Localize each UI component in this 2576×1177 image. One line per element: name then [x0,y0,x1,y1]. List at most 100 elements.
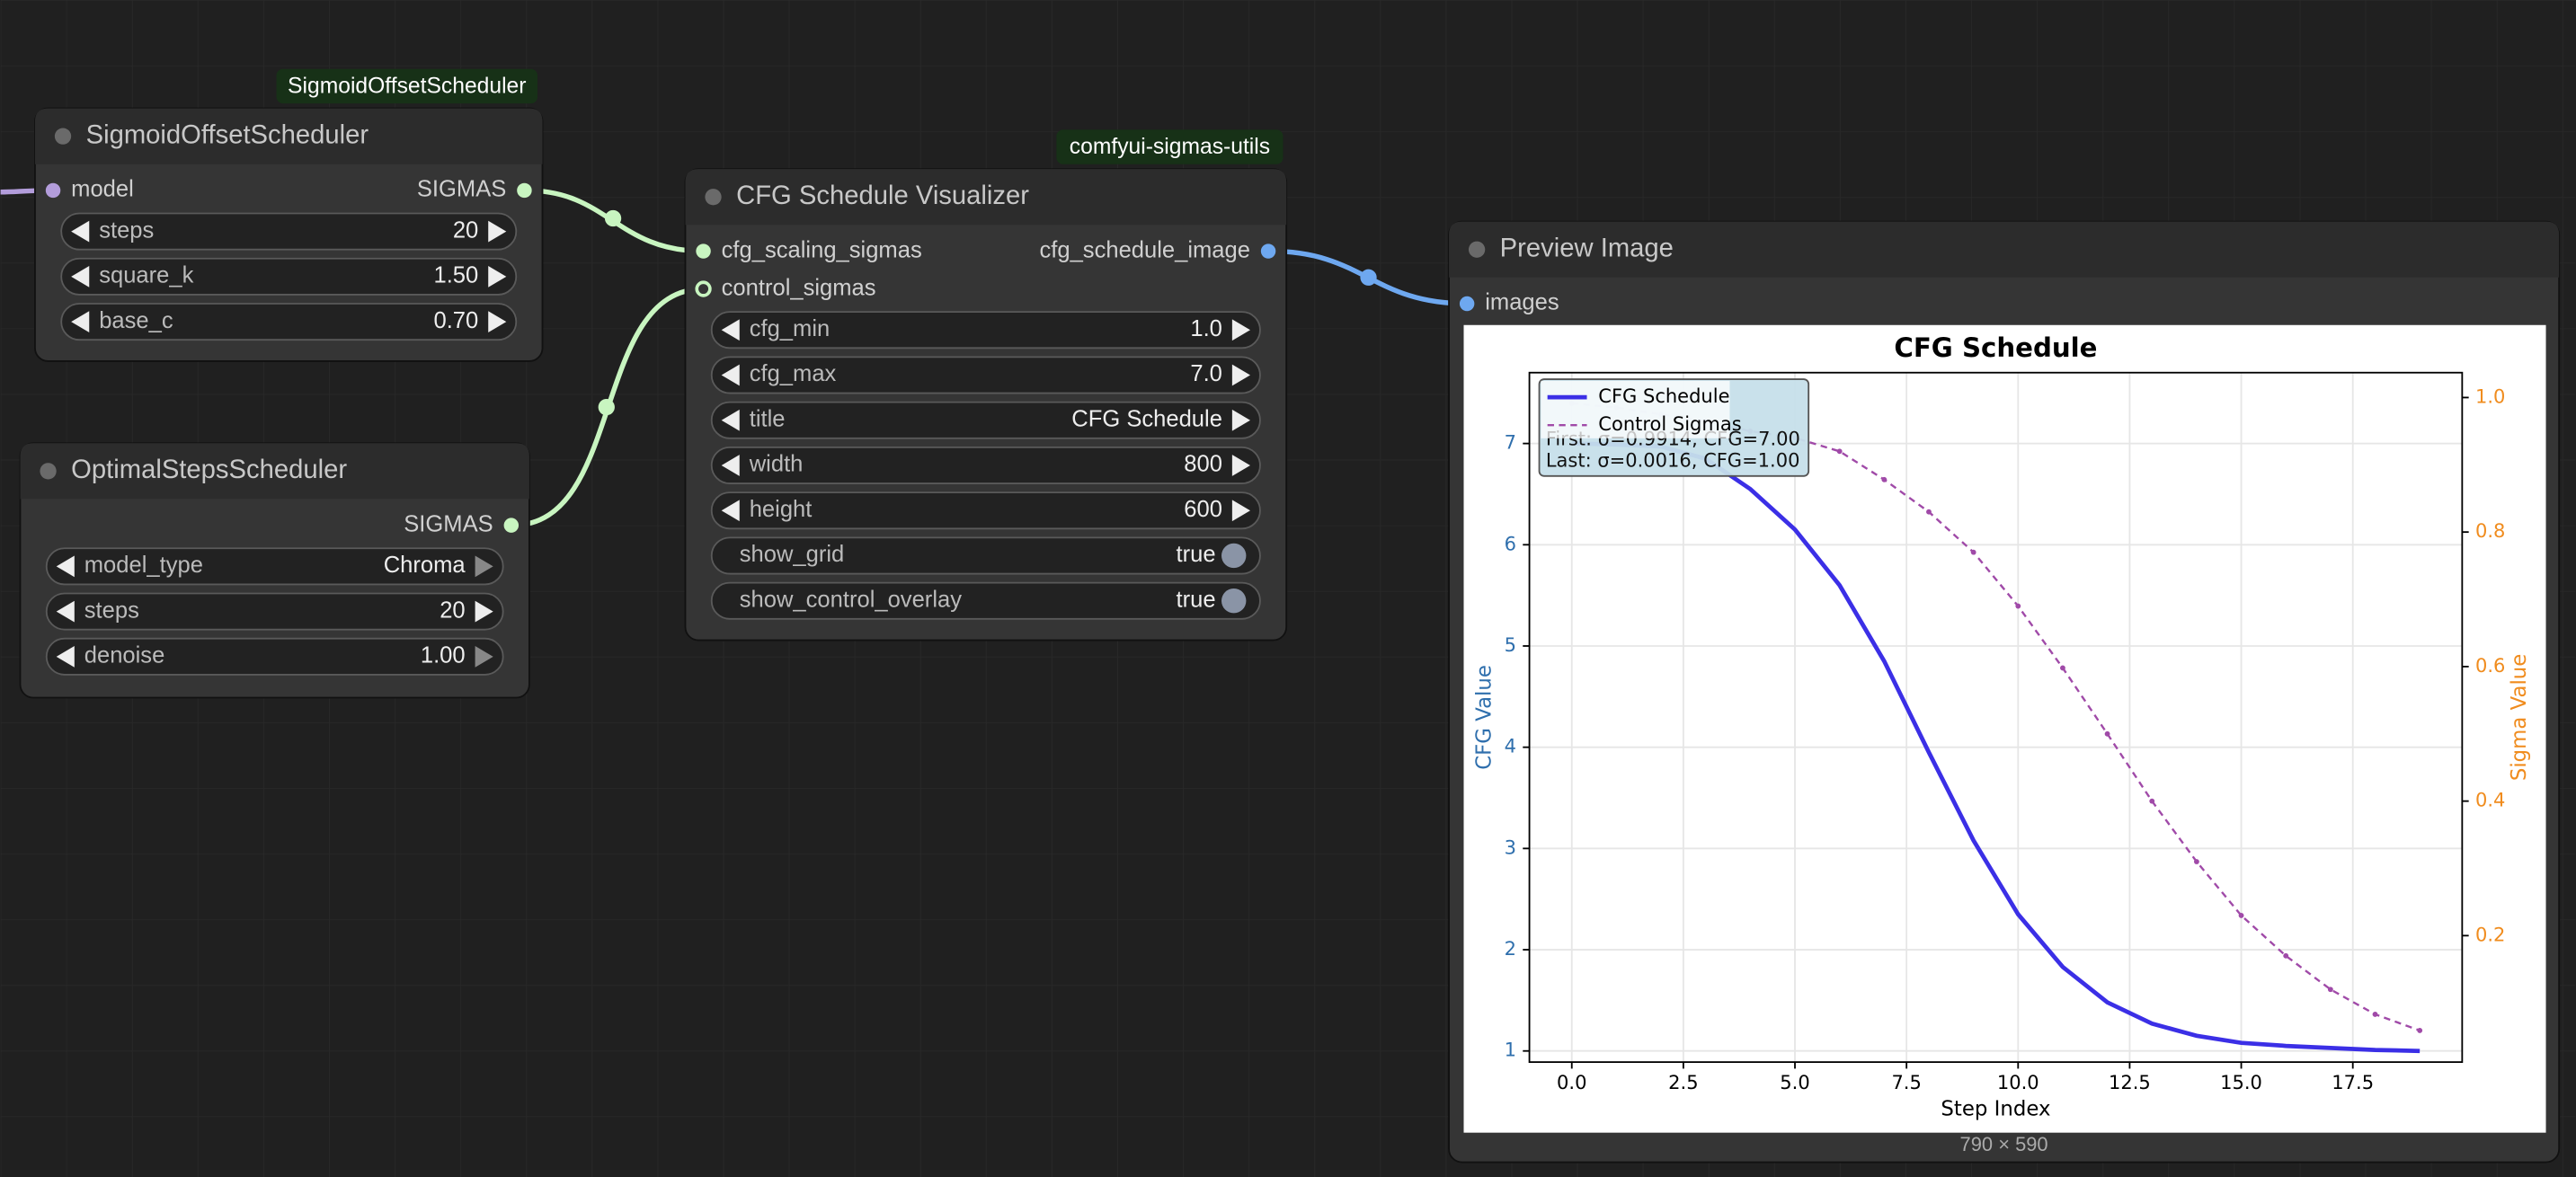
arrow-left[interactable] [56,600,75,623]
widget[interactable] [710,311,1261,350]
arrow-left[interactable] [721,455,740,476]
widget[interactable] [60,257,518,296]
point [1970,549,1976,555]
widget[interactable] [710,581,1261,620]
x-tick-label: 15.0 [2220,1071,2262,1093]
y2-tick-label: 1.0 [2475,385,2505,407]
link-dot[interactable] [1360,269,1377,286]
widget-value: Chroma [384,553,466,578]
arrow-right[interactable] [1231,319,1250,341]
x-tick-label: 0.0 [1557,1071,1586,1093]
arrow-left[interactable] [71,220,90,243]
collapse-dot[interactable] [54,128,72,145]
arrow-left[interactable] [56,555,75,578]
widget[interactable] [710,356,1261,394]
x-tick-label: 7.5 [1891,1071,1921,1093]
input-label: control_sigmas [722,275,876,300]
arrow-right[interactable] [475,645,493,668]
input-slot[interactable] [696,243,711,259]
point [2372,1012,2378,1017]
widget-name: steps [84,597,139,623]
arrow-right[interactable] [488,220,507,243]
widget[interactable] [710,446,1261,484]
arrow-right[interactable] [475,555,493,578]
node-title-bar[interactable] [1449,221,2560,278]
y2-axis-label: Sigma Value [2508,654,2531,781]
arrow-right[interactable] [488,311,507,332]
y-tick-label: 7 [1505,431,1516,454]
point [2417,1027,2423,1033]
node-title-bar[interactable] [20,443,529,500]
arrow-right[interactable] [1231,364,1250,386]
widget-value: 1.0 [1190,316,1222,341]
widget[interactable] [45,637,504,676]
x-tick-label: 12.5 [2109,1071,2151,1093]
links [0,188,1468,528]
node-title-bar[interactable] [34,108,543,164]
collapse-dot[interactable] [40,463,57,480]
toggle[interactable] [1221,588,1247,614]
widget-value: 20 [440,597,465,623]
x-tick-label: 10.0 [1997,1071,2039,1093]
widget-value: 1.00 [421,643,466,668]
widget[interactable] [45,592,504,631]
widget-value: CFG Schedule [1071,406,1222,431]
toggle[interactable] [1221,543,1247,569]
y2-tick-label: 0.6 [2475,654,2505,677]
node-title: Preview Image [1500,234,1674,262]
x-tick-label: 5.0 [1780,1071,1809,1093]
widget[interactable] [710,536,1261,575]
y-tick-label: 1 [1505,1039,1516,1061]
output-slot[interactable] [503,518,520,533]
point [2015,603,2021,609]
node-title-bar[interactable] [685,169,1287,226]
widget-name: base_c [99,308,173,333]
arrow-left[interactable] [721,364,740,386]
node-title: CFG Schedule Visualizer [736,181,1029,210]
arrow-right[interactable] [488,265,507,288]
point [2193,859,2199,864]
y-tick-label: 6 [1505,532,1516,554]
widget[interactable] [60,303,518,341]
output-label: SIGMAS [404,511,493,536]
y2-tick-label: 0.4 [2475,789,2505,811]
chart: CFG Schedule 0.0 2.5 5.0 7.5 10.0 12.5 15.0 17.5… [1463,324,2546,1133]
widget[interactable] [60,212,518,251]
collapse-dot[interactable] [1468,241,1486,258]
arrow-left[interactable] [56,645,75,668]
widget-value: 800 [1184,452,1222,477]
output-label: cfg_schedule_image [1039,237,1249,262]
collapse-dot[interactable] [705,189,722,206]
input-label: cfg_scaling_sigmas [722,237,922,262]
widget-value: true [1177,542,1216,567]
link-dot[interactable] [598,398,615,416]
arrow-left[interactable] [71,311,90,332]
x-tick-label: 2.5 [1668,1071,1698,1093]
arrow-right[interactable] [1231,455,1250,476]
arrow-right[interactable] [475,600,493,623]
arrow-left[interactable] [721,500,740,522]
widget-name: cfg_max [750,361,837,386]
widget-name: model_type [84,553,203,578]
arrow-left[interactable] [71,265,90,288]
point [2283,952,2289,959]
input-slot[interactable] [695,280,712,297]
output-slot[interactable] [517,182,532,199]
widget[interactable] [45,547,504,586]
point [2060,665,2065,671]
output-slot[interactable] [1260,243,1276,259]
y-tick-label: 2 [1505,937,1516,960]
link-dot[interactable] [604,209,622,227]
widget-name: denoise [84,643,165,668]
input-slot[interactable] [45,182,61,199]
input-slot[interactable] [1459,296,1475,312]
widget[interactable] [710,491,1261,530]
arrow-right[interactable] [1231,409,1250,431]
arrow-left[interactable] [721,409,740,431]
arrow-right[interactable] [1231,500,1250,522]
widget[interactable] [710,401,1261,439]
arrow-left[interactable] [721,319,740,341]
badge-label: comfyui-sigmas-utils [1070,135,1270,159]
